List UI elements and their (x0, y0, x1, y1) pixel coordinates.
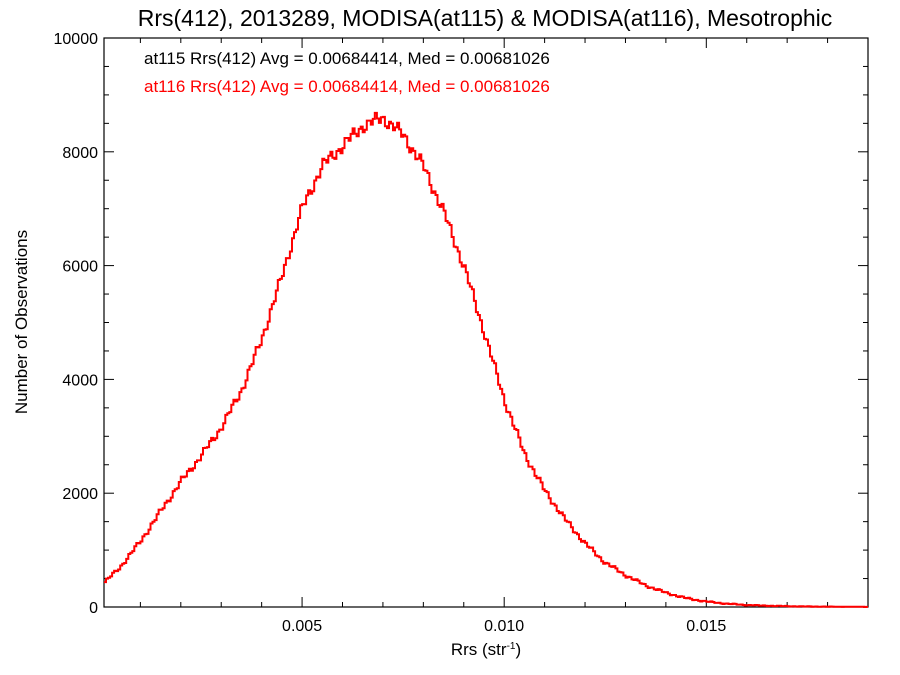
x-tick-label: 0.010 (484, 618, 524, 635)
annotation-at116: at116 Rrs(412) Avg = 0.00684414, Med = 0… (144, 77, 550, 96)
y-axis: 0 2000 4000 6000 8000 10000 (54, 31, 868, 617)
x-axis-label: Rrs (str-1) (451, 640, 521, 659)
x-axis: 0.005 0.010 0.015 (139, 38, 829, 635)
plot-frame (103, 37, 869, 608)
x-axis-label-superscript: -1 (507, 641, 516, 652)
y-tick-label: 8000 (62, 145, 98, 162)
y-tick-label: 6000 (62, 259, 98, 276)
y-tick-label: 2000 (62, 486, 98, 503)
chart-title: Rrs(412), 2013289, MODISA(at115) & MODIS… (138, 5, 833, 31)
annotation-at115: at115 Rrs(412) Avg = 0.00684414, Med = 0… (144, 49, 550, 68)
x-tick-label: 0.005 (282, 618, 322, 635)
x-axis-label-close: ) (515, 640, 521, 659)
y-tick-label: 0 (89, 600, 98, 617)
x-axis-label-main: Rrs (str (451, 640, 507, 659)
y-axis-label: Number of Observations (12, 230, 31, 414)
x-tick-label: 0.015 (686, 618, 726, 635)
y-tick-label: 10000 (54, 31, 99, 48)
y-tick-label: 4000 (62, 372, 98, 389)
series-line-at116 (104, 111, 868, 608)
